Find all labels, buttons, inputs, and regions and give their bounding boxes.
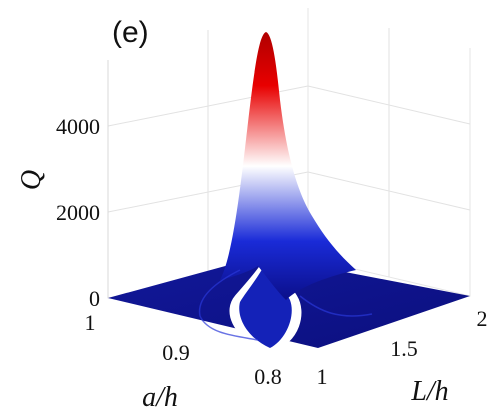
x-tick-0.8: 0.8 [254,364,282,389]
x-axis-label: a/h [142,382,178,413]
y-axis: 1 1.5 2 L/h [317,306,488,407]
z-axis: 0 2000 4000 Q [16,60,109,311]
surface-contour [198,269,259,341]
y-tick-1: 1 [317,364,328,389]
z-tick-0: 0 [89,286,100,311]
surface [108,32,470,354]
z-tick-4000: 4000 [56,114,100,139]
panel-label: (e) [112,16,149,49]
x-tick-0.9: 0.9 [162,340,190,365]
z-tick-2000: 2000 [56,200,100,225]
y-tick-2: 2 [477,306,488,331]
y-tick-1.5: 1.5 [390,336,418,361]
surface-peak [220,32,356,300]
x-axis: 1 0.9 0.8 a/h [85,310,282,413]
surface-contour-2 [299,295,373,317]
z-axis-label: Q [16,170,47,190]
x-tick-1: 1 [85,310,96,335]
wall-gridlines [107,28,471,278]
y-axis-label: L/h [410,376,448,407]
